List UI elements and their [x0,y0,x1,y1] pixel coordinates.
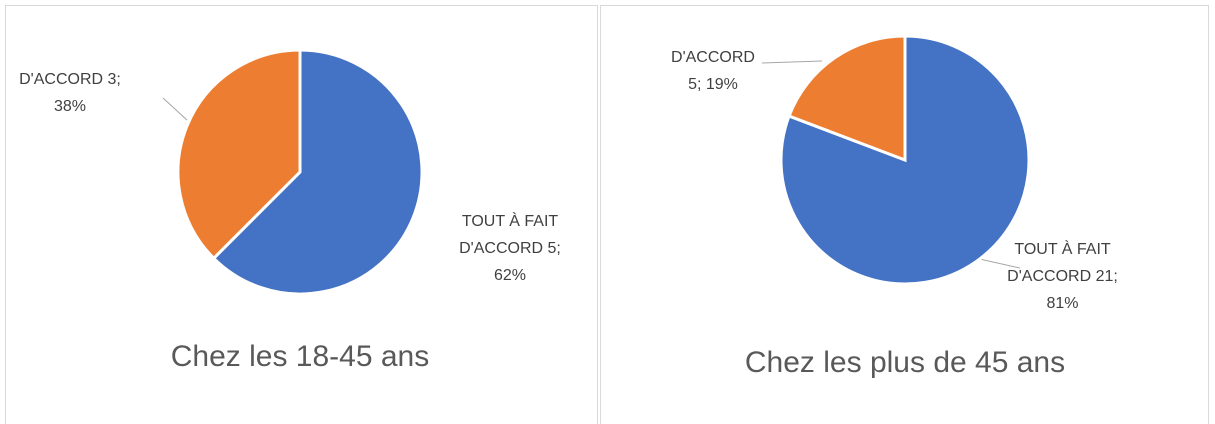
leader-line [974,257,1021,269]
category-label: TOUT À FAIT D'ACCORD [1007,241,1111,285]
value-label: 5; 62% [493,240,561,284]
panel-border [600,5,1209,424]
category-label: D'ACCORD [19,71,104,88]
data-label: D'ACCORD 3; 38% [15,66,125,120]
value-label: 5; 19% [688,76,738,93]
value-label: 21; 81% [1046,268,1118,312]
pie-slice [176,48,302,261]
chart-title: Chez les plus de 45 ans [744,346,1066,379]
data-label: TOUT À FAIT D'ACCORD 5; 62% [450,208,570,289]
category-label: TOUT À FAIT D'ACCORD [459,213,559,257]
pie-slice [211,48,424,296]
leader-line [162,97,188,121]
category-label: D'ACCORD [671,49,755,66]
chart-title: Chez les 18-45 ans [170,340,430,373]
pie-slice [787,34,907,163]
value-label: 3; 38% [53,71,121,115]
data-label: D'ACCORD 5; 19% [668,44,758,98]
data-label: TOUT À FAIT D'ACCORD 21; 81% [1000,236,1125,317]
panel-border [5,5,598,424]
leader-line [761,60,823,64]
